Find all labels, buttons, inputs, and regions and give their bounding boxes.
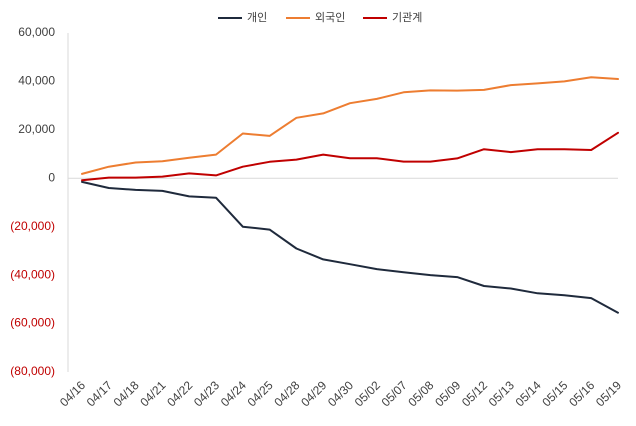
series-layer xyxy=(81,76,619,314)
x-tick-label: 05/19 xyxy=(593,378,624,409)
series-line-1 xyxy=(81,180,619,314)
x-tick-label: 04/21 xyxy=(137,378,168,409)
x-tick-label: 04/16 xyxy=(57,378,88,409)
legend: 개인 외국인 기관계 xyxy=(218,11,422,24)
x-tick-label: 05/15 xyxy=(539,378,570,409)
x-tick-label: 04/30 xyxy=(325,378,356,409)
x-tick-label: 04/17 xyxy=(84,378,115,409)
x-tick-label: 04/22 xyxy=(164,378,195,409)
y-axis: 60,000 40,000 20,000 0 (20,000) (40,000) (60,0… xyxy=(10,25,55,378)
y-tick-label: 60,000 xyxy=(18,25,55,39)
x-tick-label: 04/25 xyxy=(245,378,276,409)
legend-label: 외국인 xyxy=(315,11,345,24)
x-tick-label: 05/12 xyxy=(459,378,490,409)
y-tick-label: 0 xyxy=(48,170,55,184)
legend-label: 기관계 xyxy=(392,11,422,24)
x-tick-label: 04/23 xyxy=(191,378,222,409)
x-axis: 04/1604/1704/1804/2104/2204/2304/2404/25… xyxy=(57,378,624,409)
legend-item: 외국인 xyxy=(286,11,345,24)
x-tick-label: 04/24 xyxy=(218,378,249,409)
y-tick-label: (60,000) xyxy=(10,316,55,330)
y-tick-label: 20,000 xyxy=(18,122,55,136)
legend-item: 기관계 xyxy=(363,11,422,24)
series-line-2 xyxy=(81,76,619,175)
x-tick-label: 05/09 xyxy=(432,378,463,409)
x-tick-label: 04/28 xyxy=(271,378,302,409)
x-tick-label: 05/16 xyxy=(566,378,597,409)
x-tick-label: 05/08 xyxy=(405,378,436,409)
x-tick-label: 05/02 xyxy=(352,378,383,409)
series-line-3 xyxy=(81,131,619,182)
x-tick-label: 05/13 xyxy=(486,378,517,409)
x-tick-label: 04/29 xyxy=(298,378,329,409)
x-tick-label: 04/18 xyxy=(111,378,142,409)
y-tick-label: 40,000 xyxy=(18,74,55,88)
y-tick-label: (40,000) xyxy=(10,267,55,281)
legend-item: 개인 xyxy=(218,11,267,24)
x-tick-label: 05/14 xyxy=(513,378,544,409)
legend-label: 개인 xyxy=(247,11,267,24)
y-tick-label: (20,000) xyxy=(10,219,55,233)
y-tick-label: (80,000) xyxy=(10,364,55,378)
x-tick-label: 05/07 xyxy=(379,378,410,409)
